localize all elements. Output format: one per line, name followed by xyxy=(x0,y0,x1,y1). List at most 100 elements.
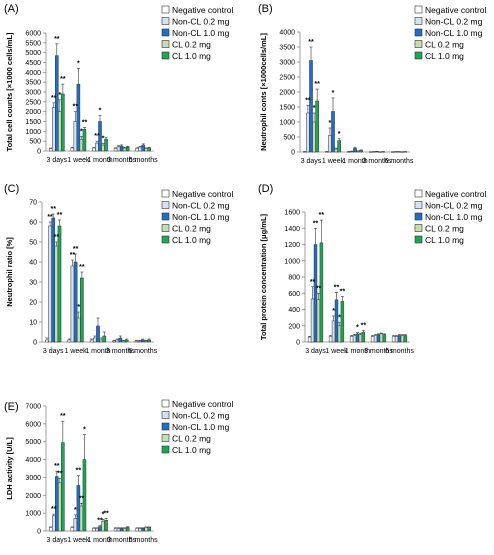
x-tick-label: 3 days xyxy=(46,537,67,544)
bar xyxy=(73,261,78,343)
legend-label: Non-CL 1.0 mg xyxy=(172,422,230,432)
significance-mark: ** xyxy=(54,463,60,470)
y-tick-label: 50 xyxy=(29,240,37,247)
legend-label: Non-CL 0.2 mg xyxy=(172,201,230,211)
bar xyxy=(313,244,318,343)
bar xyxy=(134,340,139,343)
bar xyxy=(79,505,84,532)
y-tick-label: 500 xyxy=(283,135,295,142)
bar xyxy=(141,144,145,152)
significance-mark: * xyxy=(80,128,83,135)
x-tick-label: 3 months xyxy=(107,537,136,544)
bar xyxy=(119,528,124,532)
legend-swatch xyxy=(414,5,423,14)
legend-label: CL 1.0 mg xyxy=(425,51,464,61)
significance-mark: ** xyxy=(57,470,63,477)
y-tick-label: 3500 xyxy=(279,45,295,52)
bar xyxy=(319,242,324,343)
y-tick-label: 2000 xyxy=(25,493,41,500)
bar xyxy=(57,225,62,343)
y-tick-label: 0 xyxy=(37,529,41,536)
significance-mark: ** xyxy=(334,284,340,291)
bar xyxy=(48,225,52,343)
x-tick-label: 6 months xyxy=(129,157,158,164)
legend-swatch xyxy=(414,224,423,232)
bar xyxy=(328,135,332,153)
bar xyxy=(403,335,408,343)
bar xyxy=(92,528,96,532)
panel-1: (B) 0 500 1000 1500 2000 2500 3000 3500 4000 Neutr… xyxy=(258,3,487,165)
bar xyxy=(125,146,130,152)
x-tick-label: 1 month xyxy=(87,157,112,164)
bar xyxy=(400,335,405,343)
legend-swatch xyxy=(161,17,170,25)
legend-swatch xyxy=(161,224,170,232)
legend-swatch xyxy=(414,201,423,209)
bar xyxy=(119,145,124,152)
panel-label: (E) xyxy=(4,401,19,413)
bar xyxy=(312,121,316,153)
bar xyxy=(122,147,127,152)
y-tick-label: 4500 xyxy=(25,60,41,67)
significance-mark: * xyxy=(74,507,77,514)
bar xyxy=(104,138,108,152)
significance-mark: * xyxy=(338,315,341,322)
legend-label: Negative control xyxy=(172,189,234,199)
x-tick-label: 1 week xyxy=(67,157,90,164)
bar xyxy=(48,527,53,532)
y-tick-label: 70 xyxy=(29,200,37,207)
bar xyxy=(113,148,118,152)
legend-label: CL 0.2 mg xyxy=(425,40,464,50)
legend-swatch xyxy=(161,445,170,454)
legend-swatch xyxy=(414,17,423,25)
y-tick-label: 3000 xyxy=(25,90,41,97)
bar xyxy=(112,340,116,343)
significance-mark: ** xyxy=(76,468,82,475)
significance-mark: * xyxy=(356,325,359,332)
legend-label: CL 0.2 mg xyxy=(172,434,211,444)
y-tick-label: 1500 xyxy=(25,119,41,126)
bar xyxy=(70,527,75,532)
significance-mark: ** xyxy=(70,252,76,259)
bar xyxy=(52,515,56,532)
y-tick-label: 500 xyxy=(29,139,41,146)
bar xyxy=(140,339,145,343)
legend-swatch xyxy=(161,411,170,419)
bar xyxy=(144,527,148,532)
bar xyxy=(141,528,145,532)
x-tick-label: 3 months xyxy=(107,157,136,164)
panel-4: (E) 0 1000 2000 3000 4000 5000 6000 7000 LDH acti… xyxy=(4,399,234,544)
y-tick-label: 5000 xyxy=(25,50,41,57)
legend-label: Negative control xyxy=(172,5,234,15)
significance-mark: ** xyxy=(60,76,66,83)
bar xyxy=(310,298,315,343)
legend-label: Negative control xyxy=(172,399,234,409)
legend-swatch xyxy=(414,28,423,37)
bar xyxy=(116,146,121,152)
y-tick-label: 0 xyxy=(296,340,300,347)
y-tick-label: 4000 xyxy=(279,30,295,37)
bar xyxy=(76,317,81,343)
bar xyxy=(115,339,120,343)
x-tick-label: 1 week xyxy=(67,537,90,544)
y-tick-label: 1200 xyxy=(284,242,300,249)
significance-mark: ** xyxy=(79,495,85,502)
bar xyxy=(144,340,148,343)
legend-swatch xyxy=(161,235,170,244)
bar xyxy=(58,111,62,152)
y-tick-label: 3000 xyxy=(279,60,295,67)
y-tick-label: 3000 xyxy=(25,475,41,482)
y-tick-label: 0 xyxy=(33,340,37,347)
x-tick-label: 3 months xyxy=(363,158,392,165)
bar xyxy=(373,335,378,343)
y-tick-label: 0 xyxy=(37,149,41,156)
bar xyxy=(356,150,360,153)
significance-mark: * xyxy=(99,108,102,115)
y-tick-label: 6000 xyxy=(25,421,41,428)
significance-mark: ** xyxy=(51,506,57,513)
x-tick-label: 3 days xyxy=(301,158,322,165)
bar xyxy=(331,320,336,343)
